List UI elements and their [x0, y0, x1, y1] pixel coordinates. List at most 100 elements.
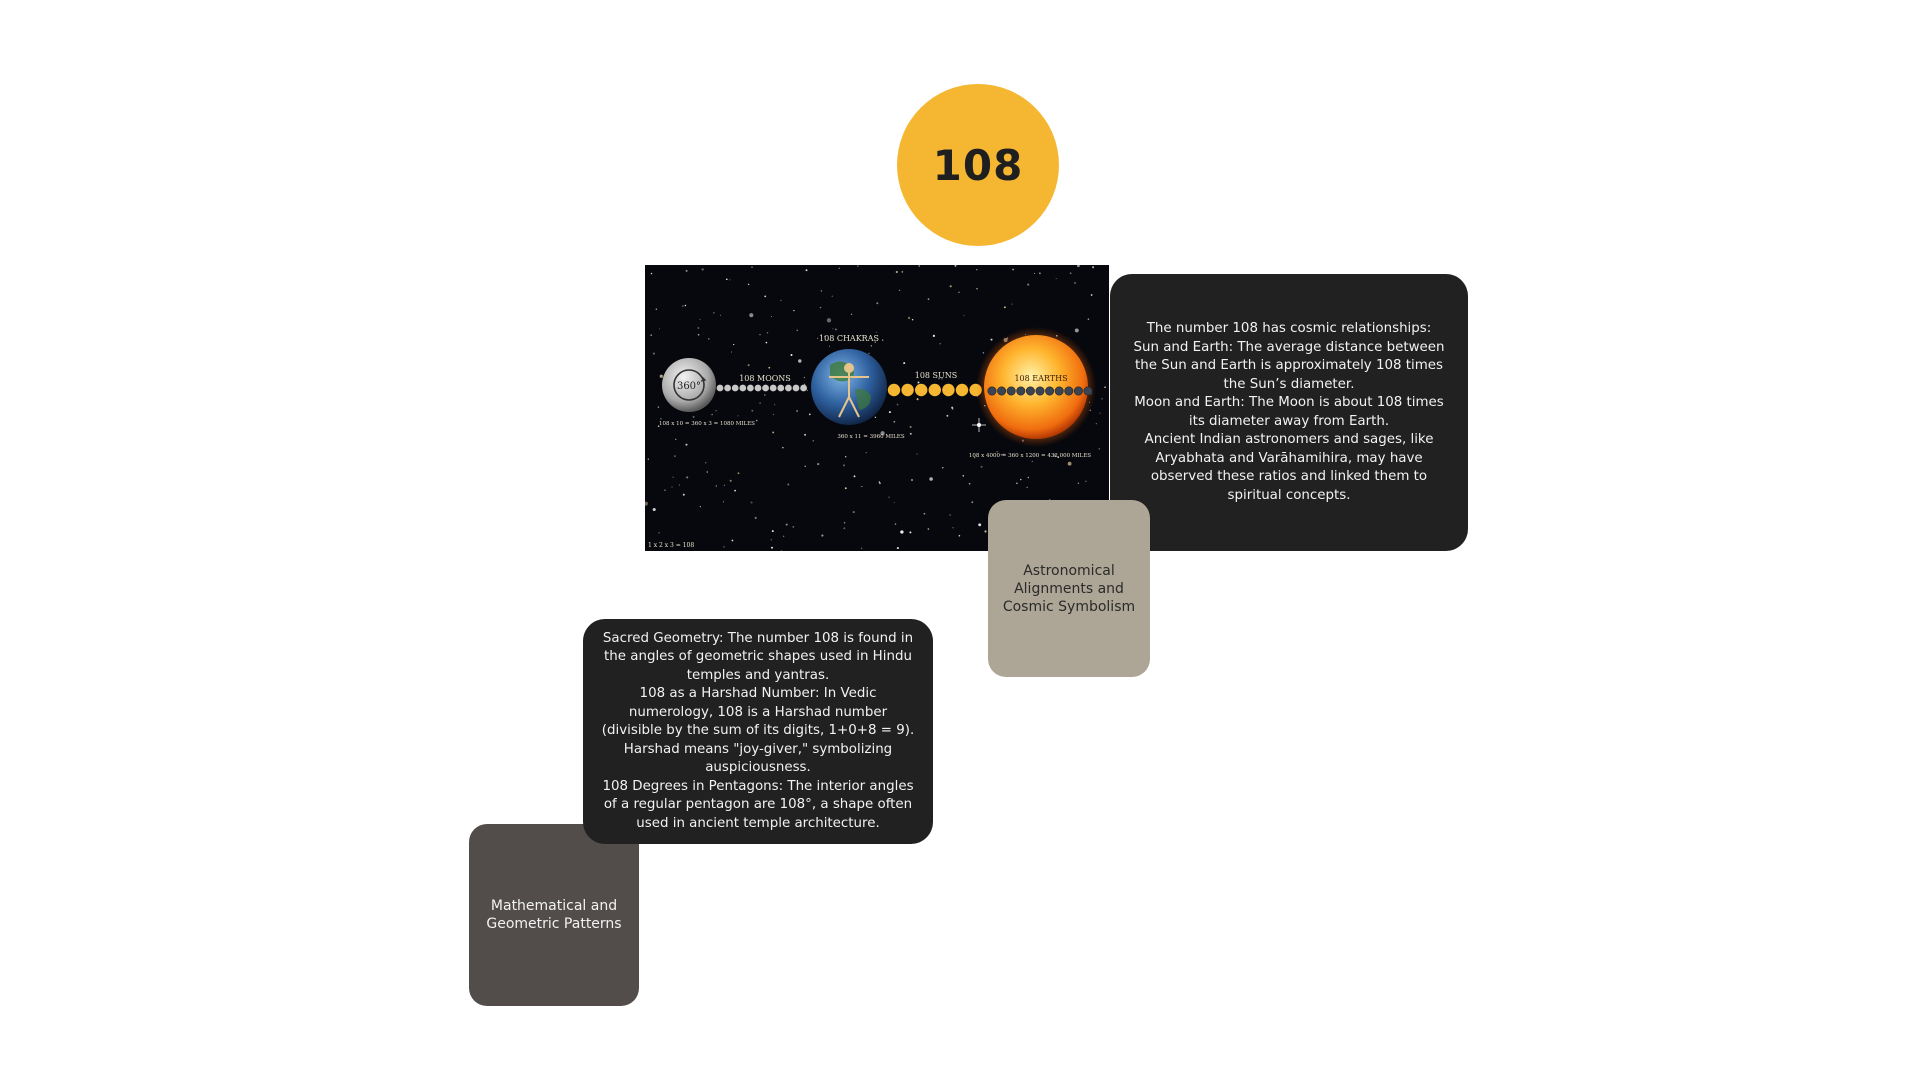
small-sun-icon: [942, 383, 955, 397]
astronomical-alignments-card: Astronomical Alignments and Cosmic Symbo…: [988, 500, 1150, 677]
star: [770, 539, 772, 541]
star: [1098, 448, 1100, 450]
small-earth-icon: [1054, 386, 1064, 396]
star: [697, 327, 700, 329]
star: [949, 514, 951, 516]
star: [678, 484, 681, 486]
star: [686, 476, 689, 479]
star: [909, 432, 912, 435]
star: [874, 341, 876, 343]
star: [1038, 272, 1041, 275]
star: [734, 489, 736, 492]
star: [733, 343, 735, 346]
star: [974, 457, 976, 459]
star: [658, 532, 660, 534]
star: [773, 413, 775, 416]
star: [793, 309, 795, 312]
star: [1101, 398, 1103, 400]
star: [790, 354, 793, 356]
star: [932, 334, 935, 337]
star: [720, 314, 721, 316]
star: [826, 318, 832, 323]
star: [660, 417, 662, 420]
star: [1027, 476, 1030, 479]
star: [1095, 423, 1097, 425]
star: [766, 331, 769, 334]
star: [804, 433, 807, 436]
star: [737, 472, 740, 475]
moon-icon: [662, 358, 716, 412]
star: [1074, 328, 1079, 333]
small-earth-icon: [1025, 386, 1035, 396]
star: [747, 283, 750, 286]
mathematical-patterns-card: Mathematical and Geometric Patterns: [469, 824, 639, 1006]
star: [751, 266, 753, 268]
small-moon-icon: [716, 384, 724, 392]
star: [1012, 268, 1015, 271]
earths-label: 108 EARTHS: [1014, 374, 1067, 383]
small-sun-icon: [887, 383, 901, 397]
star: [737, 415, 739, 417]
number-108-label: 108: [932, 140, 1024, 190]
star: [982, 352, 985, 354]
star: [749, 313, 754, 318]
star: [759, 333, 761, 336]
star: [759, 402, 761, 404]
number-108-circle: 108: [897, 84, 1059, 246]
star: [951, 408, 954, 410]
star: [880, 431, 885, 436]
star: [844, 487, 847, 490]
star: [699, 506, 701, 508]
star: [875, 331, 877, 333]
star: [888, 496, 890, 498]
star: [929, 477, 933, 481]
star: [865, 452, 867, 454]
star: [962, 475, 965, 477]
star: [939, 343, 941, 345]
star: [976, 269, 978, 271]
star: [909, 531, 912, 534]
cosmic-relationships-card: The number 108 has cosmic relationships:…: [1110, 274, 1468, 551]
star: [984, 530, 987, 533]
small-earth-icon: [1045, 386, 1055, 396]
star: [909, 425, 912, 429]
chakras-label: 108 CHAKRAS: [819, 334, 879, 343]
star: [1016, 482, 1018, 485]
star: [1077, 482, 1080, 484]
star: [771, 530, 774, 533]
star: [772, 431, 775, 434]
star: [1104, 386, 1106, 389]
star: [843, 464, 845, 467]
star: [918, 265, 920, 267]
star: [731, 539, 734, 542]
star: [1020, 478, 1022, 481]
cosmic-line: Ancient Indian astronomers and sages, li…: [1144, 432, 1434, 503]
star: [946, 414, 949, 417]
star: [980, 465, 983, 468]
star: [647, 458, 649, 460]
star: [942, 467, 944, 469]
star: [1031, 460, 1033, 462]
star: [938, 377, 940, 380]
small-moon-icon: [762, 384, 769, 392]
star: [671, 486, 673, 488]
star: [819, 306, 822, 309]
star: [796, 329, 798, 331]
star: [895, 270, 898, 274]
star: [675, 438, 677, 441]
cosmic-line: The number 108 has cosmic relationships:: [1146, 321, 1432, 336]
degrees-label: 360°: [677, 381, 701, 392]
astronomical-alignments-label: Astronomical Alignments and Cosmic Symbo…: [1002, 562, 1136, 615]
star: [806, 389, 808, 391]
star: [907, 316, 911, 320]
star: [958, 534, 961, 537]
star: [817, 463, 820, 466]
small-earth-icon: [1006, 386, 1016, 396]
star: [831, 295, 833, 297]
star: [1076, 265, 1080, 268]
star: [903, 362, 906, 365]
star: [1090, 294, 1093, 296]
small-moon-icon: [724, 384, 731, 392]
star: [729, 479, 732, 482]
small-moon-icon: [777, 384, 785, 392]
